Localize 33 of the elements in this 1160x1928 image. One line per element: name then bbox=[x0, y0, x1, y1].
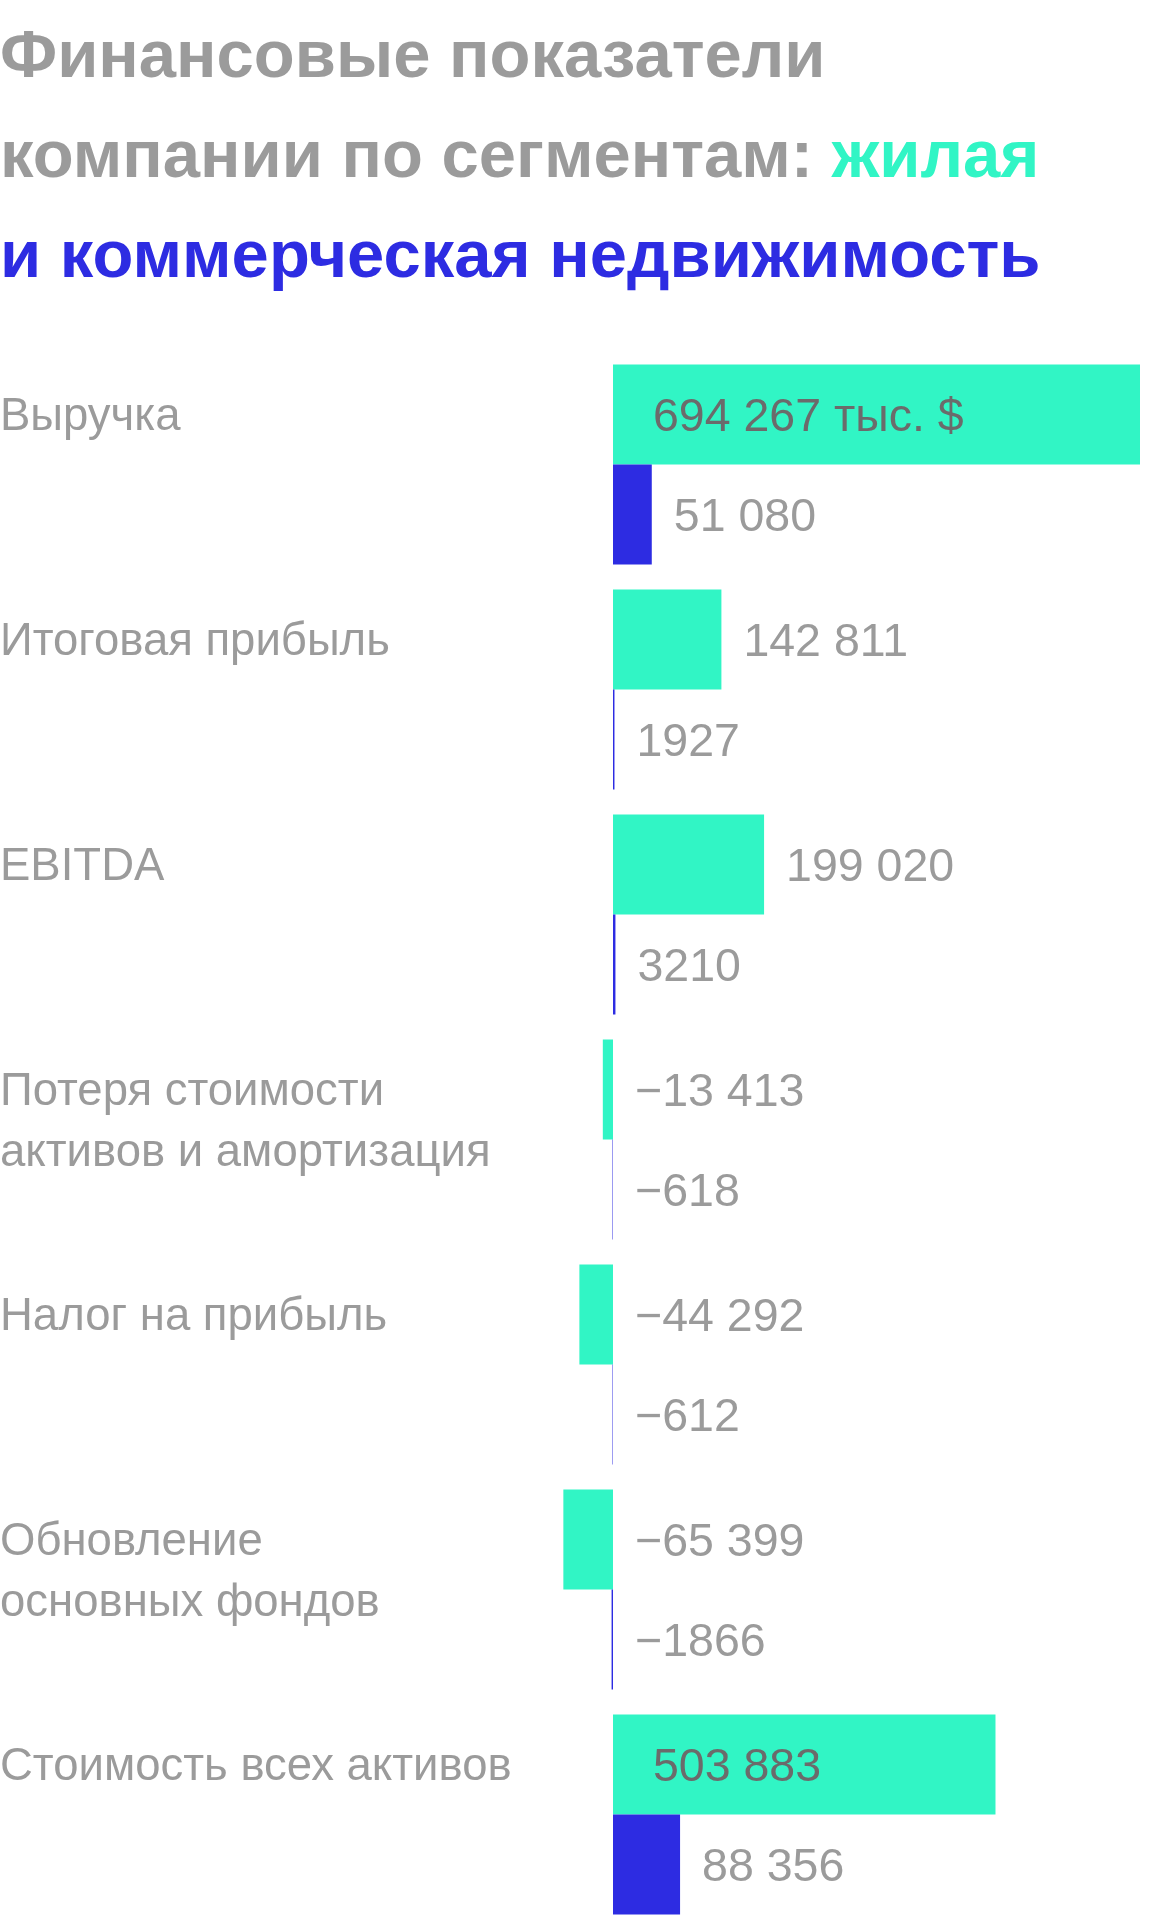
y-tick-label: Обновление основных фондов bbox=[0, 1514, 380, 1627]
data-label: −1866 bbox=[635, 1614, 766, 1667]
data-label: 1927 bbox=[636, 714, 740, 767]
bar bbox=[613, 814, 765, 915]
bar bbox=[579, 1264, 613, 1365]
bar bbox=[613, 364, 1140, 465]
data-label: −612 bbox=[635, 1389, 740, 1442]
data-label: 3210 bbox=[637, 939, 741, 992]
data-label: −44 292 bbox=[635, 1289, 805, 1342]
bar bbox=[613, 464, 652, 565]
data-label: −618 bbox=[635, 1164, 740, 1217]
bar bbox=[613, 1814, 681, 1915]
bar bbox=[563, 1489, 613, 1590]
y-tick-label: Налог на прибыль bbox=[0, 1289, 388, 1341]
chart-title: Финансовые показатели компании по сегментам: bbox=[0, 16, 826, 191]
y-tick-label: Стоимость всех активов bbox=[0, 1739, 512, 1791]
text: и коммерческая недвижимость bbox=[0, 215, 1041, 293]
data-label: 142 811 bbox=[743, 614, 909, 667]
data-label: 51 080 bbox=[673, 489, 817, 542]
data-label: −13 413 bbox=[635, 1064, 805, 1117]
bar bbox=[613, 1714, 996, 1815]
data-label: 503 883 bbox=[653, 1739, 822, 1792]
data-label: −65 399 bbox=[635, 1514, 805, 1567]
data-label: 694 267 тыс. $ bbox=[653, 389, 964, 442]
bar bbox=[613, 589, 722, 690]
y-tick-label: Выручка bbox=[0, 389, 182, 441]
text: жилая bbox=[831, 115, 1040, 193]
data-label: 88 356 bbox=[702, 1839, 845, 1892]
y-tick-label: EBITDA bbox=[0, 839, 165, 891]
y-tick-label: Итоговая прибыль bbox=[0, 614, 390, 666]
bar bbox=[602, 1039, 613, 1140]
data-label: 199 020 bbox=[786, 839, 955, 892]
y-tick-label: Потеря стоимости активов и амортизация bbox=[0, 1064, 491, 1177]
